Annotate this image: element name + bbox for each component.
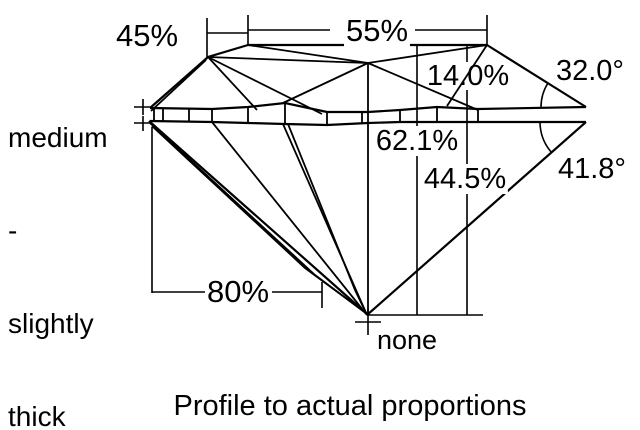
girdle-description-line: thick — [8, 401, 66, 430]
girdle-description-line: medium — [8, 122, 108, 153]
pavilion-depth-label: 44.5% — [421, 163, 509, 195]
crown-angle-arc — [540, 82, 549, 108]
girdle-description-line: slightly — [8, 308, 94, 339]
girdle-facet-marks — [153, 103, 479, 125]
girdle-thickness-markers — [134, 99, 152, 131]
pavilion-angle-label: 41.8° — [557, 153, 627, 185]
crown-angle-label: 32.0° — [555, 55, 625, 87]
crown-facet-edges — [150, 44, 488, 314]
table-width-label: 55% — [343, 13, 411, 48]
diagram-caption: Profile to actual proportions — [173, 390, 527, 422]
star-length-label: 45% — [116, 18, 179, 53]
pavilion-angle-arc — [539, 121, 553, 154]
table-width-dimension — [248, 15, 488, 46]
girdle-description-line: - — [8, 215, 18, 246]
lower-girdle-dimension — [151, 127, 323, 308]
pavilion-facet-edges — [149, 121, 368, 316]
girdle-description: medium - slightly thick (faceted) 3.5% — [8, 60, 119, 430]
culet-label: none — [377, 325, 438, 355]
lower-girdle-length-label: 80% — [204, 274, 272, 309]
total-depth-label: 62.1% — [373, 125, 461, 157]
crown-height-label: 14.0% — [426, 60, 510, 92]
